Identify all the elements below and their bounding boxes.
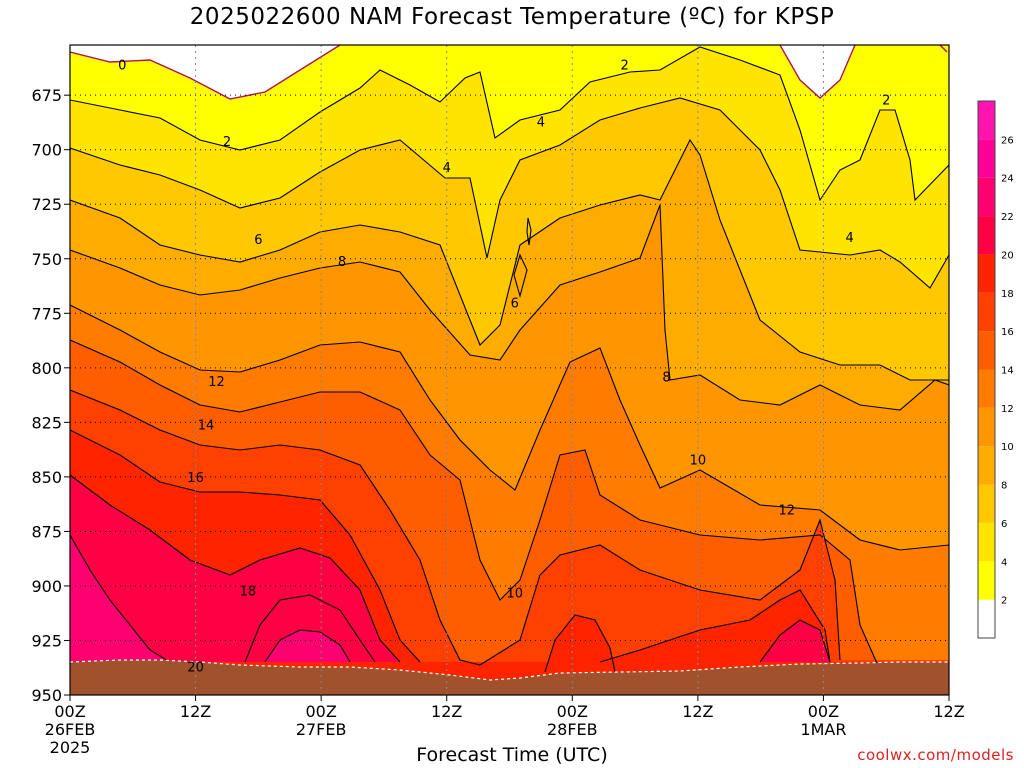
- contour-label: 2: [882, 94, 890, 109]
- y-tick-label: 825: [31, 413, 62, 432]
- colorbar-label: 6: [1001, 519, 1007, 530]
- colorbar-label: 24: [1001, 174, 1014, 185]
- y-tick-label: 925: [31, 631, 62, 650]
- colorbar-swatch: [978, 254, 995, 293]
- colorbar-label: 4: [1001, 557, 1007, 568]
- colorbar-swatch: [978, 216, 995, 255]
- y-tick-label: 900: [31, 577, 62, 596]
- contour-label: 18: [240, 584, 257, 599]
- contour-label: 4: [537, 115, 545, 130]
- colorbar-swatch: [978, 407, 995, 447]
- contour-label: 10: [506, 586, 523, 601]
- colorbar-label: 12: [1001, 404, 1014, 415]
- colorbar-swatch: [978, 177, 995, 217]
- y-tick-label: 800: [31, 359, 62, 378]
- colorbar-swatch: [978, 139, 995, 178]
- band-18-20-c: [545, 615, 615, 672]
- x-tick-label: 27FEB: [296, 720, 347, 739]
- x-tick-label: 12Z: [933, 702, 964, 721]
- plot-area: 0 2 2 2 4 4 4 6 6 8 8 10 10 12 12 14 16 18 20: [70, 45, 949, 695]
- colorbar-frame: [977, 100, 996, 639]
- y-tick-label: 775: [31, 304, 62, 323]
- x-axis-title: Forecast Time (UTC): [416, 744, 608, 766]
- contour-label: 16: [187, 471, 204, 486]
- terrain: [70, 660, 949, 695]
- y-tick-label: 850: [31, 468, 62, 487]
- chart-title: 2025022600 NAM Forecast Temperature (ºC)…: [189, 4, 835, 30]
- contour-label: 4: [443, 161, 451, 176]
- colorbar-label: 8: [1001, 481, 1007, 492]
- colorbar-swatch: [978, 561, 995, 600]
- zero-isotherm: [70, 45, 948, 100]
- contour-label: 20: [187, 661, 204, 676]
- colorbar-swatch: [978, 484, 995, 523]
- grid-lines: [70, 45, 949, 695]
- credit-text: coolwx.com/models: [857, 746, 1014, 764]
- x-tick-label: 28FEB: [547, 720, 598, 739]
- y-tick-label: 950: [31, 686, 62, 705]
- contour-label: 6: [511, 296, 519, 311]
- y-tick-label: 725: [31, 195, 62, 214]
- x-tick-label: 12Z: [682, 702, 713, 721]
- x-tick-label: 2025: [50, 738, 91, 757]
- contour-labels: 0 2 2 2 4 4 4 6 6 8 8 10 10 12 12 14 16 18 20: [118, 59, 890, 676]
- x-tick-label: 00Z: [557, 702, 588, 721]
- terrain-edge: [70, 659, 949, 681]
- contour-lines: [70, 46, 949, 673]
- colorbar-swatch: [978, 522, 995, 562]
- band-20-22-c: [760, 620, 830, 662]
- colorbar-swatch: [978, 599, 995, 638]
- contour-label: 0: [118, 59, 126, 74]
- colorbar-label: 10: [1001, 442, 1014, 453]
- contour-label: 10: [690, 453, 707, 468]
- y-tick-label: 750: [31, 250, 62, 269]
- x-tick-label: 00Z: [54, 702, 85, 721]
- y-axis: 675 700 725 750 775 800 825 850 875 900 925 950: [31, 86, 70, 705]
- x-tick-label: 1MAR: [800, 720, 846, 739]
- colorbar-swatch: [978, 292, 995, 332]
- colorbar-swatch: [978, 331, 995, 370]
- plot-frame: [69, 44, 950, 696]
- contour-label: 2: [223, 135, 231, 150]
- colorbar-swatch: [978, 101, 995, 140]
- colorbar-label: 22: [1001, 212, 1014, 223]
- colorbar-label: 26: [1001, 135, 1014, 146]
- colorbar-label: 20: [1001, 250, 1014, 261]
- y-tick-label: 875: [31, 522, 62, 541]
- x-tick-label: 26FEB: [45, 720, 96, 739]
- x-tick-label: 00Z: [305, 702, 336, 721]
- colorbar-label: 18: [1001, 289, 1014, 300]
- contour-label: 6: [254, 233, 262, 248]
- x-tick-label: 12Z: [180, 702, 211, 721]
- contour-label: 12: [208, 375, 225, 390]
- y-tick-label: 700: [31, 141, 62, 160]
- colorbar-swatch: [978, 369, 995, 408]
- contour-label: 12: [779, 504, 796, 519]
- colorbar-label: 14: [1001, 366, 1014, 377]
- contour-label: 2: [620, 59, 628, 74]
- colorbar-swatch: [978, 446, 995, 485]
- contour-label: 4: [845, 231, 853, 246]
- x-tick-label: 12Z: [431, 702, 462, 721]
- y-tick-label: 675: [31, 86, 62, 105]
- colorbar-label: 2: [1001, 596, 1007, 607]
- x-tick-label: 00Z: [808, 702, 839, 721]
- contour-label: 8: [662, 371, 670, 386]
- band-22-24: [70, 535, 170, 662]
- contour-label: 14: [198, 419, 215, 434]
- contour-label: 8: [338, 255, 346, 270]
- colorbar-label: 16: [1001, 327, 1014, 338]
